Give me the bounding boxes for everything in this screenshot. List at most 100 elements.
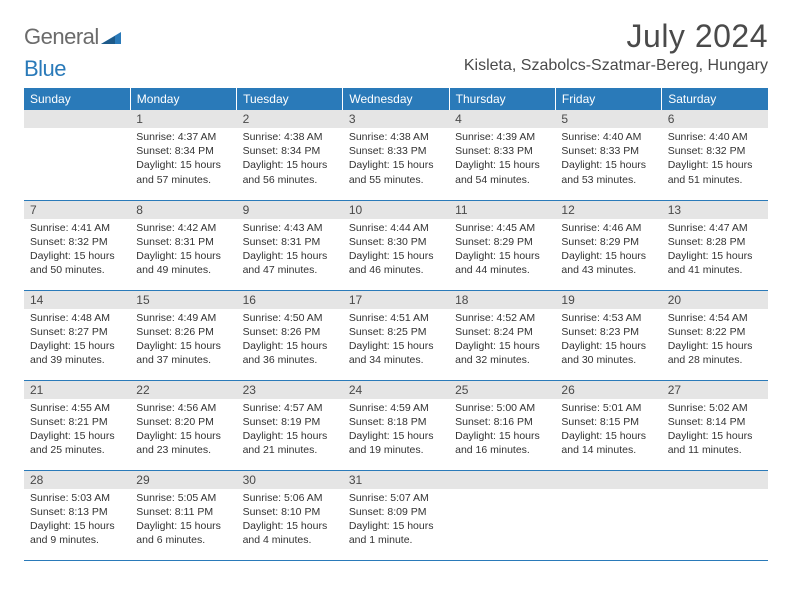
daylight-line: Daylight: 15 hours and 55 minutes. [349, 158, 443, 186]
day-number: 24 [343, 381, 449, 399]
day-details: Sunrise: 4:48 AMSunset: 8:27 PMDaylight:… [24, 309, 130, 372]
daylight-line: Daylight: 15 hours and 44 minutes. [455, 249, 549, 277]
day-number: 30 [237, 471, 343, 489]
week-row: 21Sunrise: 4:55 AMSunset: 8:21 PMDayligh… [24, 380, 768, 470]
day-details: Sunrise: 4:44 AMSunset: 8:30 PMDaylight:… [343, 219, 449, 282]
sunrise-line: Sunrise: 5:05 AM [136, 491, 230, 505]
day-cell: 30Sunrise: 5:06 AMSunset: 8:10 PMDayligh… [237, 470, 343, 560]
sunset-line: Sunset: 8:24 PM [455, 325, 549, 339]
day-cell: 21Sunrise: 4:55 AMSunset: 8:21 PMDayligh… [24, 380, 130, 470]
day-cell: 11Sunrise: 4:45 AMSunset: 8:29 PMDayligh… [449, 200, 555, 290]
day-details: Sunrise: 4:54 AMSunset: 8:22 PMDaylight:… [662, 309, 768, 372]
sunrise-line: Sunrise: 4:40 AM [668, 130, 762, 144]
day-number: 3 [343, 110, 449, 128]
week-row: 28Sunrise: 5:03 AMSunset: 8:13 PMDayligh… [24, 470, 768, 560]
day-details: Sunrise: 5:07 AMSunset: 8:09 PMDaylight:… [343, 489, 449, 552]
sunset-line: Sunset: 8:26 PM [136, 325, 230, 339]
day-cell: 29Sunrise: 5:05 AMSunset: 8:11 PMDayligh… [130, 470, 236, 560]
day-details: Sunrise: 5:02 AMSunset: 8:14 PMDaylight:… [662, 399, 768, 462]
day-number: 14 [24, 291, 130, 309]
sunrise-line: Sunrise: 4:41 AM [30, 221, 124, 235]
day-details: Sunrise: 4:43 AMSunset: 8:31 PMDaylight:… [237, 219, 343, 282]
sunset-line: Sunset: 8:25 PM [349, 325, 443, 339]
day-number: 23 [237, 381, 343, 399]
day-details: Sunrise: 4:40 AMSunset: 8:32 PMDaylight:… [662, 128, 768, 191]
dow-header: Monday [130, 88, 236, 110]
day-cell: 12Sunrise: 4:46 AMSunset: 8:29 PMDayligh… [555, 200, 661, 290]
sunrise-line: Sunrise: 4:53 AM [561, 311, 655, 325]
sunrise-line: Sunrise: 4:50 AM [243, 311, 337, 325]
daylight-line: Daylight: 15 hours and 6 minutes. [136, 519, 230, 547]
day-cell: 16Sunrise: 4:50 AMSunset: 8:26 PMDayligh… [237, 290, 343, 380]
sunset-line: Sunset: 8:32 PM [668, 144, 762, 158]
sunset-line: Sunset: 8:14 PM [668, 415, 762, 429]
sunrise-line: Sunrise: 4:39 AM [455, 130, 549, 144]
sunset-line: Sunset: 8:33 PM [561, 144, 655, 158]
sunset-line: Sunset: 8:18 PM [349, 415, 443, 429]
day-number: 18 [449, 291, 555, 309]
day-number: 12 [555, 201, 661, 219]
sunrise-line: Sunrise: 5:06 AM [243, 491, 337, 505]
daylight-line: Daylight: 15 hours and 16 minutes. [455, 429, 549, 457]
day-number: 9 [237, 201, 343, 219]
sunrise-line: Sunrise: 4:44 AM [349, 221, 443, 235]
logo-triangle-icon [101, 24, 121, 50]
day-number [24, 110, 130, 128]
sunrise-line: Sunrise: 5:02 AM [668, 401, 762, 415]
day-cell: 14Sunrise: 4:48 AMSunset: 8:27 PMDayligh… [24, 290, 130, 380]
day-number: 29 [130, 471, 236, 489]
day-number: 15 [130, 291, 236, 309]
day-number: 25 [449, 381, 555, 399]
sunset-line: Sunset: 8:30 PM [349, 235, 443, 249]
day-details: Sunrise: 5:00 AMSunset: 8:16 PMDaylight:… [449, 399, 555, 462]
daylight-line: Daylight: 15 hours and 36 minutes. [243, 339, 337, 367]
sunset-line: Sunset: 8:20 PM [136, 415, 230, 429]
daylight-line: Daylight: 15 hours and 4 minutes. [243, 519, 337, 547]
day-cell: 28Sunrise: 5:03 AMSunset: 8:13 PMDayligh… [24, 470, 130, 560]
title-block: July 2024 Kisleta, Szabolcs-Szatmar-Bere… [464, 18, 768, 75]
day-details: Sunrise: 4:51 AMSunset: 8:25 PMDaylight:… [343, 309, 449, 372]
day-details: Sunrise: 5:03 AMSunset: 8:13 PMDaylight:… [24, 489, 130, 552]
sunrise-line: Sunrise: 5:01 AM [561, 401, 655, 415]
daylight-line: Daylight: 15 hours and 37 minutes. [136, 339, 230, 367]
sunset-line: Sunset: 8:29 PM [455, 235, 549, 249]
sunset-line: Sunset: 8:23 PM [561, 325, 655, 339]
sunset-line: Sunset: 8:28 PM [668, 235, 762, 249]
daylight-line: Daylight: 15 hours and 53 minutes. [561, 158, 655, 186]
day-cell: 2Sunrise: 4:38 AMSunset: 8:34 PMDaylight… [237, 110, 343, 200]
day-cell: 22Sunrise: 4:56 AMSunset: 8:20 PMDayligh… [130, 380, 236, 470]
day-details: Sunrise: 4:59 AMSunset: 8:18 PMDaylight:… [343, 399, 449, 462]
sunrise-line: Sunrise: 4:40 AM [561, 130, 655, 144]
day-details: Sunrise: 4:47 AMSunset: 8:28 PMDaylight:… [662, 219, 768, 282]
sunrise-line: Sunrise: 4:47 AM [668, 221, 762, 235]
day-details: Sunrise: 5:05 AMSunset: 8:11 PMDaylight:… [130, 489, 236, 552]
day-number: 19 [555, 291, 661, 309]
day-cell: 18Sunrise: 4:52 AMSunset: 8:24 PMDayligh… [449, 290, 555, 380]
logo: GeneralBlue [24, 24, 121, 82]
daylight-line: Daylight: 15 hours and 57 minutes. [136, 158, 230, 186]
sunset-line: Sunset: 8:31 PM [136, 235, 230, 249]
daylight-line: Daylight: 15 hours and 50 minutes. [30, 249, 124, 277]
location: Kisleta, Szabolcs-Szatmar-Bereg, Hungary [464, 57, 768, 75]
daylight-line: Daylight: 15 hours and 21 minutes. [243, 429, 337, 457]
page-title: July 2024 [464, 18, 768, 55]
day-details: Sunrise: 4:52 AMSunset: 8:24 PMDaylight:… [449, 309, 555, 372]
day-details: Sunrise: 4:49 AMSunset: 8:26 PMDaylight:… [130, 309, 236, 372]
day-cell: 6Sunrise: 4:40 AMSunset: 8:32 PMDaylight… [662, 110, 768, 200]
week-row: 14Sunrise: 4:48 AMSunset: 8:27 PMDayligh… [24, 290, 768, 380]
day-details: Sunrise: 4:38 AMSunset: 8:33 PMDaylight:… [343, 128, 449, 191]
day-cell: 24Sunrise: 4:59 AMSunset: 8:18 PMDayligh… [343, 380, 449, 470]
daylight-line: Daylight: 15 hours and 47 minutes. [243, 249, 337, 277]
sunrise-line: Sunrise: 5:07 AM [349, 491, 443, 505]
sunset-line: Sunset: 8:34 PM [243, 144, 337, 158]
week-row: 7Sunrise: 4:41 AMSunset: 8:32 PMDaylight… [24, 200, 768, 290]
daylight-line: Daylight: 15 hours and 25 minutes. [30, 429, 124, 457]
header: GeneralBlue July 2024 Kisleta, Szabolcs-… [24, 18, 768, 82]
sunset-line: Sunset: 8:34 PM [136, 144, 230, 158]
day-cell: 23Sunrise: 4:57 AMSunset: 8:19 PMDayligh… [237, 380, 343, 470]
sunrise-line: Sunrise: 4:56 AM [136, 401, 230, 415]
sunset-line: Sunset: 8:15 PM [561, 415, 655, 429]
day-number: 13 [662, 201, 768, 219]
sunrise-line: Sunrise: 4:38 AM [243, 130, 337, 144]
day-details: Sunrise: 4:37 AMSunset: 8:34 PMDaylight:… [130, 128, 236, 191]
